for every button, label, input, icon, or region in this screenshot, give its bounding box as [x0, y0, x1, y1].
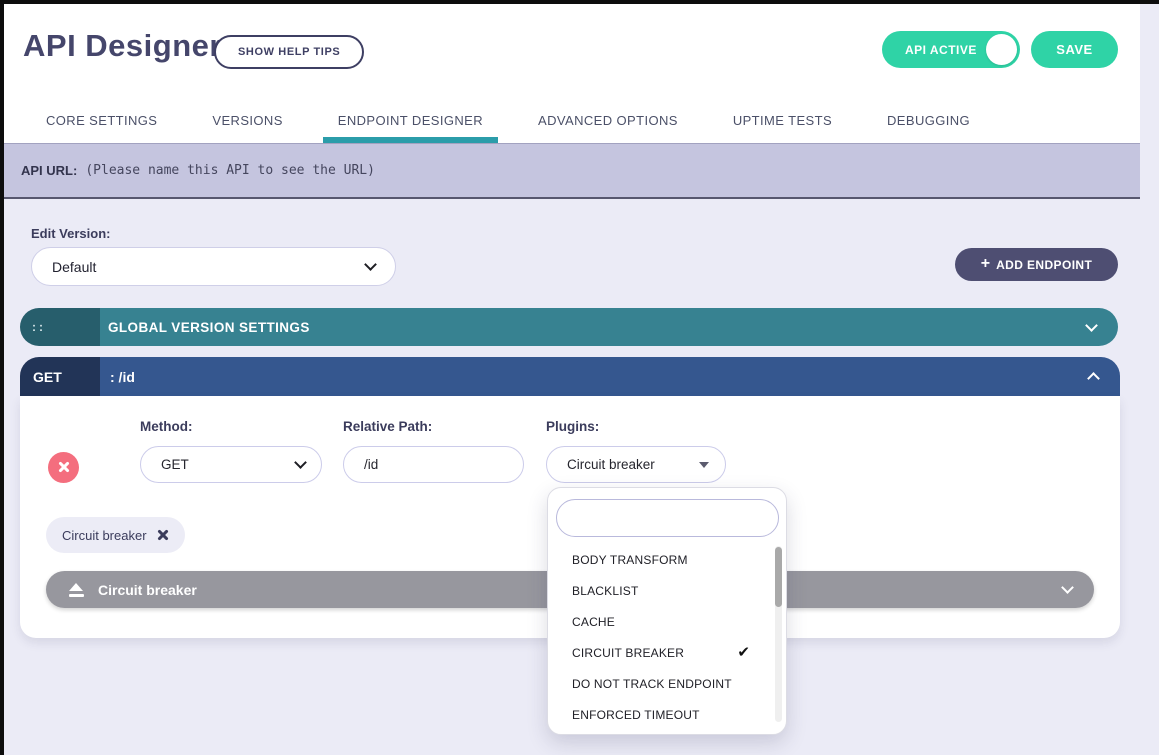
chevron-down-icon	[294, 456, 307, 469]
api-url-label: API URL:	[21, 163, 78, 178]
tab-endpoint-designer[interactable]: ENDPOINT DESIGNER	[322, 107, 499, 147]
tab-versions[interactable]: VERSIONS	[212, 113, 283, 128]
tab-advanced-options[interactable]: ADVANCED OPTIONS	[538, 113, 678, 128]
method-select-value: GET	[161, 457, 189, 472]
global-version-settings-label: GLOBAL VERSION SETTINGS	[108, 319, 310, 335]
window-edge-top	[0, 0, 1159, 4]
plugin-option[interactable]: DO NOT TRACK ENDPOINT	[548, 668, 780, 699]
method-select[interactable]: GET	[140, 446, 322, 483]
relative-path-label: Relative Path:	[343, 419, 433, 434]
chevron-down-icon	[1061, 581, 1074, 594]
drag-handle[interactable]: ::	[20, 308, 100, 346]
add-endpoint-label: ADD ENDPOINT	[996, 257, 1093, 272]
tab-core-settings[interactable]: CORE SETTINGS	[46, 113, 158, 128]
plugins-select[interactable]: Circuit breaker	[546, 446, 726, 483]
eject-icon	[68, 582, 85, 597]
endpoint-header-bar[interactable]: GET : /id	[20, 357, 1120, 396]
plugin-option[interactable]: BLACKLIST	[548, 575, 780, 606]
plugins-label: Plugins:	[546, 419, 600, 434]
chip-label: Circuit breaker	[62, 527, 147, 543]
header: API Designer SHOW HELP TIPS API ACTIVE S…	[4, 4, 1140, 147]
show-help-tips-button[interactable]: SHOW HELP TIPS	[214, 35, 365, 69]
api-active-toggle-label: API ACTIVE	[905, 43, 977, 57]
plugin-option[interactable]: BODY TRANSFORM	[548, 544, 780, 575]
toggle-knob[interactable]	[986, 34, 1017, 65]
plugin-option-label: ENFORCED TIMEOUT	[572, 707, 700, 722]
plugin-option-label: CACHE	[572, 614, 616, 629]
chevron-down-icon	[1085, 318, 1098, 332]
relative-path-field	[343, 446, 524, 483]
plus-icon: +	[980, 255, 991, 272]
plugins-select-value: Circuit breaker	[567, 457, 655, 472]
api-url-hint: (Please name this API to see the URL)	[85, 163, 375, 178]
selected-plugin-chip: Circuit breaker	[46, 517, 185, 553]
plugin-option[interactable]: ENFORCED TIMEOUT	[548, 699, 780, 730]
plugin-option-list: BODY TRANSFORM BLACKLIST CACHE CIRCUIT BREA…	[548, 544, 780, 730]
tab-debugging[interactable]: DEBUGGING	[887, 113, 971, 128]
endpoint-path-label: : /id	[110, 368, 135, 385]
save-button[interactable]: SAVE	[1031, 31, 1118, 68]
api-active-toggle[interactable]: API ACTIVE	[882, 31, 1020, 68]
plugin-option[interactable]: CIRCUIT BREAKER ✔	[548, 637, 780, 668]
version-select[interactable]: Default	[31, 247, 396, 286]
endpoint-method-badge[interactable]: GET	[20, 357, 100, 396]
scrollbar-thumb[interactable]	[775, 547, 782, 607]
remove-plugin-icon[interactable]	[158, 530, 169, 541]
scrollbar-track	[775, 546, 782, 722]
plugin-option-label: BLACKLIST	[572, 583, 639, 598]
window-edge-left	[0, 0, 4, 755]
plugin-search-input[interactable]	[556, 499, 779, 537]
chevron-down-icon	[364, 258, 377, 271]
caret-down-icon	[699, 461, 709, 468]
plugin-section-label: Circuit breaker	[98, 581, 197, 598]
version-select-value: Default	[52, 258, 97, 275]
check-icon: ✔	[737, 644, 750, 661]
plugins-dropdown-popover: BODY TRANSFORM BLACKLIST CACHE CIRCUIT BREA…	[547, 487, 787, 735]
tab-bar: CORE SETTINGS VERSIONS ENDPOINT DESIGNER AD…	[46, 107, 970, 147]
tab-uptime-tests[interactable]: UPTIME TESTS	[732, 113, 833, 128]
delete-endpoint-button[interactable]	[48, 452, 79, 483]
close-icon	[58, 461, 70, 473]
edit-version-label: Edit Version:	[31, 226, 111, 241]
relative-path-input[interactable]	[364, 457, 507, 472]
api-url-bar: API URL: (Please name this API to see th…	[4, 143, 1140, 199]
add-endpoint-button[interactable]: + ADD ENDPOINT	[955, 248, 1118, 281]
page-title: API Designer	[23, 28, 222, 63]
global-version-settings-bar[interactable]: :: GLOBAL VERSION SETTINGS	[20, 308, 1118, 346]
chevron-up-icon	[1087, 372, 1100, 385]
method-label: Method:	[140, 419, 193, 434]
plugin-option[interactable]: CACHE	[548, 606, 780, 637]
plugin-option-label: DO NOT TRACK ENDPOINT	[572, 676, 732, 691]
plugin-option-label: CIRCUIT BREAKER	[572, 645, 685, 660]
plugin-option-label: BODY TRANSFORM	[572, 552, 688, 567]
